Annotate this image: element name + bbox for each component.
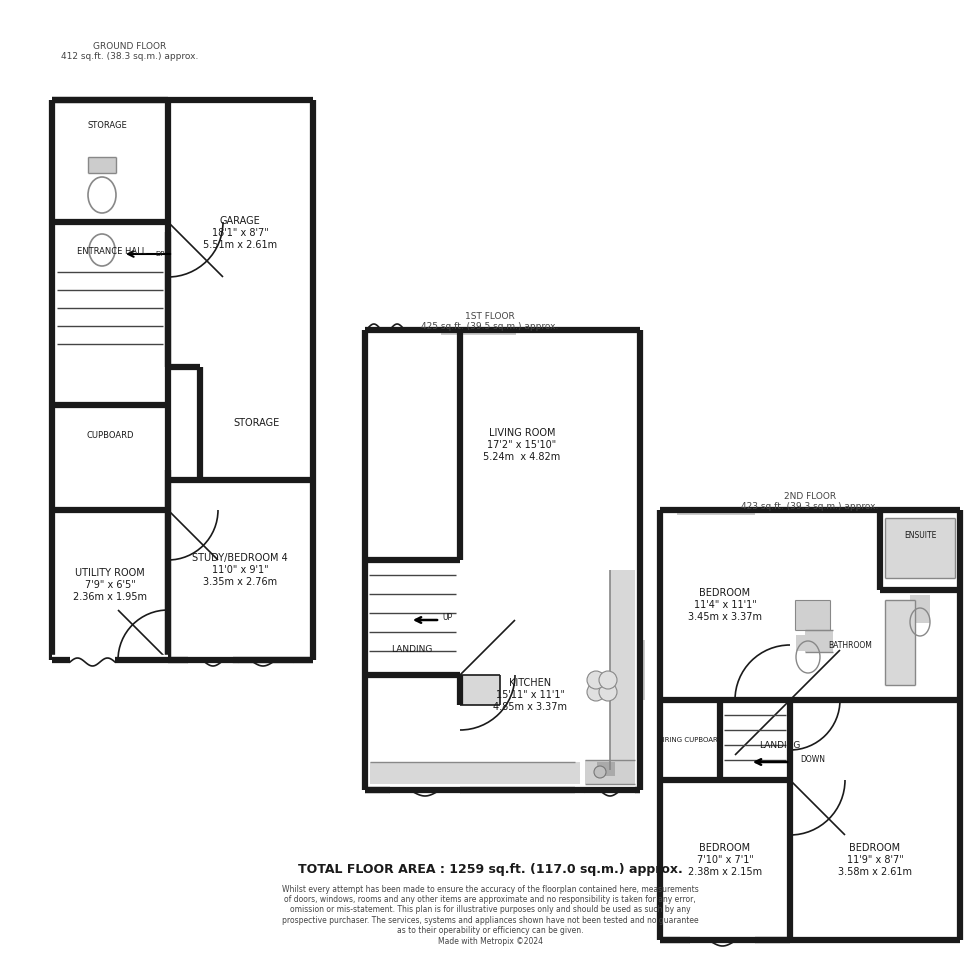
- Bar: [55, 103, 165, 219]
- Text: 1ST FLOOR
425 sq.ft. (39.5 sq.m.) approx.: 1ST FLOOR 425 sq.ft. (39.5 sq.m.) approx…: [421, 312, 559, 332]
- Text: 2ND FLOOR
423 sq.ft. (39.3 sq.m.) approx.: 2ND FLOOR 423 sq.ft. (39.3 sq.m.) approx…: [741, 492, 879, 512]
- Text: GARAGE
18'1" x 8'7"
5.51m x 2.61m: GARAGE 18'1" x 8'7" 5.51m x 2.61m: [203, 217, 277, 249]
- Text: STORAGE: STORAGE: [87, 121, 126, 130]
- Bar: [370, 762, 580, 784]
- Circle shape: [587, 683, 605, 701]
- Text: Whilst every attempt has been made to ensure the accuracy of the floorplan conta: Whilst every attempt has been made to en…: [281, 885, 699, 946]
- Text: LIVING ROOM
17'2" x 15'10"
5.24m  x 4.82m: LIVING ROOM 17'2" x 15'10" 5.24m x 4.82m: [483, 428, 561, 461]
- Bar: [755, 507, 758, 515]
- Bar: [233, 656, 293, 668]
- Bar: [55, 222, 165, 405]
- Text: ENTRANCE HALL: ENTRANCE HALL: [77, 248, 147, 256]
- Bar: [674, 507, 677, 515]
- Bar: [165, 367, 171, 480]
- Bar: [55, 405, 165, 510]
- Bar: [910, 595, 930, 623]
- Bar: [636, 640, 646, 700]
- Text: CUPBOARD: CUPBOARD: [86, 430, 133, 439]
- Bar: [368, 333, 637, 787]
- Bar: [188, 656, 238, 668]
- Bar: [435, 327, 441, 335]
- Bar: [516, 327, 522, 335]
- Bar: [585, 786, 635, 796]
- Circle shape: [587, 671, 605, 689]
- Bar: [885, 518, 955, 578]
- Text: GROUND FLOOR
412 sq.ft. (38.3 sq.m.) approx.: GROUND FLOOR 412 sq.ft. (38.3 sq.m.) app…: [62, 42, 199, 61]
- Bar: [88, 157, 116, 173]
- Circle shape: [599, 671, 617, 689]
- Bar: [585, 760, 635, 784]
- Bar: [365, 326, 410, 336]
- Bar: [796, 635, 820, 651]
- Circle shape: [594, 766, 606, 778]
- Text: TOTAL FLOOR AREA : 1259 sq.ft. (117.0 sq.m.) approx.: TOTAL FLOOR AREA : 1259 sq.ft. (117.0 sq…: [298, 864, 682, 876]
- Bar: [637, 640, 645, 700]
- Text: UTILITY ROOM
7'9" x 6'5"
2.36m x 1.95m: UTILITY ROOM 7'9" x 6'5" 2.36m x 1.95m: [73, 569, 147, 601]
- Text: BEDROOM
11'9" x 8'7"
3.58m x 2.61m: BEDROOM 11'9" x 8'7" 3.58m x 2.61m: [838, 843, 912, 877]
- Text: AIRING CUPBOARD: AIRING CUPBOARD: [658, 737, 722, 743]
- Text: UP: UP: [442, 613, 452, 623]
- Bar: [690, 936, 755, 946]
- Bar: [885, 600, 915, 685]
- Text: DP: DP: [155, 251, 165, 257]
- Text: ENSUITE: ENSUITE: [904, 531, 936, 540]
- Bar: [171, 370, 310, 477]
- Bar: [55, 510, 165, 660]
- Bar: [70, 656, 115, 668]
- Bar: [390, 786, 460, 796]
- Text: DOWN: DOWN: [800, 755, 825, 765]
- Circle shape: [599, 683, 617, 701]
- Bar: [460, 675, 500, 705]
- Text: KITCHEN
15'11" x 11'1"
4.85m x 3.37m: KITCHEN 15'11" x 11'1" 4.85m x 3.37m: [493, 679, 567, 712]
- Bar: [52, 100, 313, 660]
- Bar: [597, 762, 615, 776]
- Bar: [805, 630, 833, 652]
- Bar: [171, 483, 310, 657]
- Bar: [610, 570, 635, 770]
- Text: STUDY/BEDROOM 4
11'0" x 9'1"
3.35m x 2.76m: STUDY/BEDROOM 4 11'0" x 9'1" 3.35m x 2.7…: [192, 553, 288, 587]
- Text: BEDROOM
7'10" x 7'1"
2.38m x 2.15m: BEDROOM 7'10" x 7'1" 2.38m x 2.15m: [688, 843, 762, 877]
- Bar: [675, 507, 755, 515]
- Text: LANDING: LANDING: [391, 646, 433, 655]
- Text: BEDROOM
11'4" x 11'1"
3.45m x 3.37m: BEDROOM 11'4" x 11'1" 3.45m x 3.37m: [688, 588, 762, 622]
- Text: BATHROOM: BATHROOM: [828, 640, 872, 650]
- Bar: [441, 327, 516, 335]
- Bar: [795, 600, 830, 630]
- Text: STORAGE: STORAGE: [233, 418, 279, 428]
- Bar: [663, 513, 957, 937]
- Text: LANDING: LANDING: [760, 741, 801, 749]
- Bar: [171, 103, 310, 364]
